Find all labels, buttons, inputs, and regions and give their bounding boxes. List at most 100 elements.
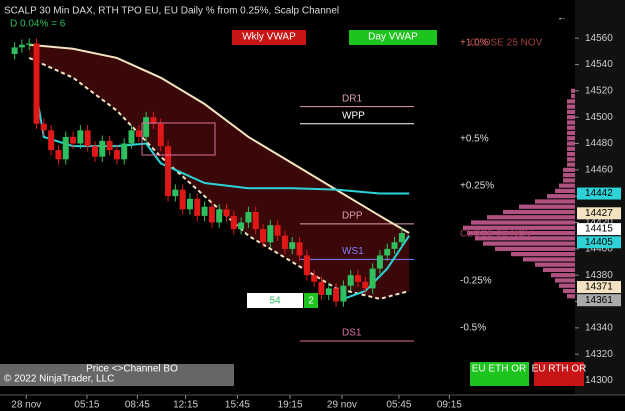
profile-bar: [567, 294, 575, 299]
candle-body: [296, 242, 303, 256]
profile-bar: [567, 151, 575, 157]
profile-bar: [563, 288, 575, 294]
copyright: © 2022 NinjaTrader, LLC: [4, 374, 114, 385]
candle-body: [26, 43, 33, 45]
y-tick-label: 14500: [585, 112, 613, 123]
price-tag-label: 14442: [585, 188, 613, 199]
button-label[interactable]: EU RTH OR: [532, 364, 587, 375]
candle-body: [77, 130, 84, 144]
profile-bar: [535, 199, 575, 204]
candle-body: [333, 288, 340, 302]
level-label: WS1: [342, 246, 364, 257]
candle-body: [55, 150, 62, 160]
candle-body: [40, 123, 47, 131]
x-tick-label: 12:15: [173, 400, 198, 411]
candle-body: [311, 275, 318, 282]
candle-body: [84, 130, 91, 147]
y-tick-label: 14480: [585, 138, 613, 149]
candle-body: [143, 117, 150, 137]
candle-body: [289, 242, 296, 249]
y-tick-label: 14340: [585, 322, 613, 333]
profile-bar: [467, 230, 575, 236]
x-tick-label: 29 nov: [327, 400, 357, 411]
candle-body: [121, 143, 128, 160]
x-tick-label: 05:15: [74, 400, 99, 411]
button-label[interactable]: Day VWAP: [368, 32, 418, 43]
candle-body: [216, 209, 223, 223]
profile-bar: [471, 220, 575, 225]
box: [304, 293, 318, 308]
candle-body: [33, 43, 40, 124]
profile-bar: [555, 188, 575, 194]
profile-bar: [567, 136, 575, 141]
button-label[interactable]: EU ETH OR: [472, 364, 526, 375]
annotation: +1.0%: [460, 38, 489, 49]
candle-body: [369, 268, 376, 289]
profile-bar: [495, 246, 575, 251]
button[interactable]: [534, 362, 584, 386]
profile-bar: [519, 204, 575, 209]
profile-bar: [535, 262, 575, 267]
y-tick-label: 14420: [585, 217, 613, 228]
profile-bar: [567, 104, 575, 109]
candle-body: [398, 233, 405, 243]
box: [247, 293, 303, 308]
subtitle: D 0.04% = 6: [10, 19, 66, 30]
x-tick-label: 15:45: [225, 400, 250, 411]
candle-body: [362, 281, 369, 289]
x-tick-label: 09:15: [437, 400, 462, 411]
price-tag: [577, 236, 621, 249]
profile-bar: [523, 257, 575, 262]
candle-body: [238, 222, 245, 230]
candle-body: [281, 235, 288, 249]
candle-body: [223, 209, 230, 216]
button[interactable]: [470, 362, 529, 386]
candle-body: [157, 123, 164, 147]
annotation: -0.25%: [460, 276, 492, 287]
button[interactable]: [232, 30, 306, 45]
button[interactable]: [349, 30, 437, 45]
profile-bar: [567, 162, 575, 167]
candle-body: [391, 242, 398, 249]
channel-fill: [29, 44, 410, 299]
price-tag-label: 14361: [585, 295, 613, 306]
profile-bar: [547, 194, 575, 199]
profile-bar: [487, 215, 575, 220]
candle-body: [172, 189, 179, 197]
candle-body: [355, 275, 362, 282]
candle-body: [376, 255, 383, 269]
y-tick-label: 14560: [585, 33, 613, 44]
button-label[interactable]: Wkly VWAP: [242, 32, 296, 43]
level-label: WPP: [342, 110, 365, 121]
x-tick-label: 05:45: [386, 400, 411, 411]
profile-bar: [567, 130, 575, 136]
candle-body: [165, 146, 172, 197]
candle-body: [62, 136, 69, 160]
profile-bar: [559, 283, 575, 288]
candle-body: [208, 206, 215, 223]
range-box: [141, 122, 216, 156]
candle-body: [113, 150, 120, 160]
back-arrow[interactable]: ←: [557, 13, 567, 24]
profile-bar: [567, 141, 575, 146]
candle-body: [267, 225, 274, 243]
y-tick-label: 14300: [585, 375, 613, 386]
status-bar: [0, 364, 234, 386]
profile-bar: [555, 278, 575, 283]
candle-body: [303, 255, 310, 276]
price-tag-label: 14427: [585, 208, 613, 219]
annotation: CLOSE 28 NOV: [460, 229, 533, 240]
profile-bar: [511, 252, 575, 257]
candle-body: [252, 211, 259, 230]
profile-bar: [567, 125, 575, 130]
profile-bar: [463, 225, 575, 230]
annotation: CLOSE 25 NOV: [470, 38, 543, 49]
profile-bar: [567, 157, 575, 162]
line-series: [29, 43, 410, 234]
candle-body: [384, 248, 391, 256]
box-value: 54: [269, 296, 281, 307]
candle-body: [201, 206, 208, 216]
price-tag-label: 14371: [585, 282, 613, 293]
